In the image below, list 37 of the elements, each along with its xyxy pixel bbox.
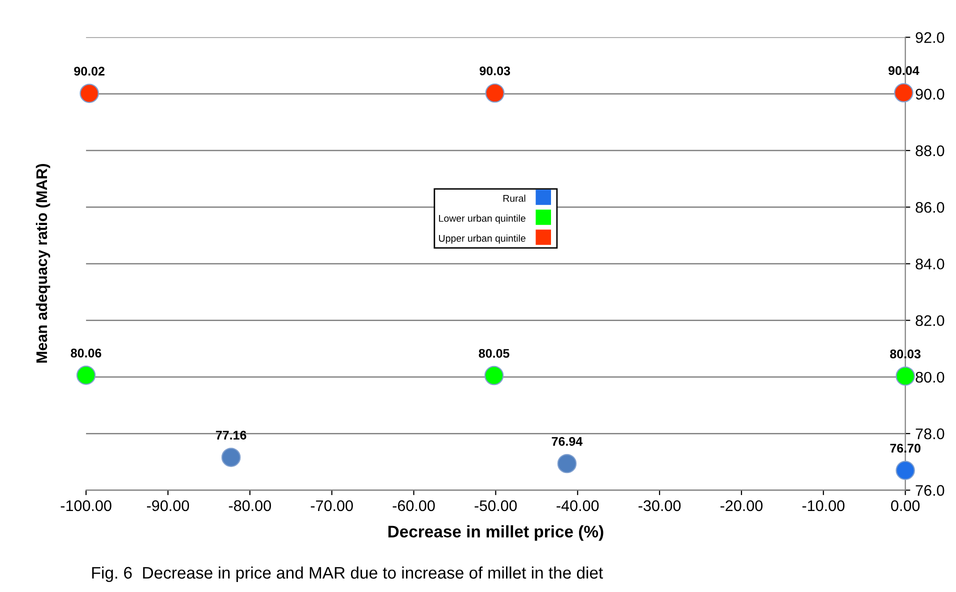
data-label: 90.02: [74, 66, 104, 76]
legend-label: Rural: [503, 194, 526, 202]
caption: Fig. 6 Decrease in price and MAR due to increase of millet in the diet: [92, 566, 603, 582]
x-tick-label: -70.00: [310, 500, 353, 512]
y-tick-label: 78.0: [916, 428, 944, 440]
data-label: 90.04: [888, 66, 920, 76]
y-axis-title: Mean adequacy ratio (MAR): [36, 164, 50, 363]
x-tick-label: -10.00: [802, 500, 844, 512]
x-tick-label: -20.00: [720, 500, 763, 512]
y-tick-label: 92.0: [916, 32, 944, 43]
data-label: 80.06: [70, 348, 102, 358]
y-tick-label: 90.0: [916, 88, 944, 100]
data-label: 77.16: [216, 430, 246, 440]
x-tick-label: -90.00: [146, 500, 190, 512]
x-tick-label: -30.00: [638, 500, 681, 512]
y-tick-label: 88.0: [916, 145, 944, 156]
x-axis-title: Decrease in millet price (%): [388, 525, 604, 541]
legend-label: Upper urban quintile: [439, 234, 526, 244]
x-tick-label: -50.00: [474, 500, 517, 512]
data-label: 76.94: [552, 436, 583, 446]
data-label: 90.03: [480, 66, 510, 76]
point: [894, 83, 914, 102]
point: [896, 366, 915, 386]
x-tick-label: -40.00: [556, 500, 599, 512]
x-tick-label: -100.00: [60, 500, 112, 512]
data-label: 80.05: [478, 348, 510, 358]
y-tick-label: 76.0: [916, 485, 944, 496]
y-tick-label: 86.0: [916, 202, 944, 213]
y-tick-label: 80.0: [916, 372, 944, 383]
x-tick-label: 0.00: [891, 500, 920, 512]
x-tick-label: -60.00: [392, 500, 435, 512]
y-tick-label: 84.0: [916, 258, 944, 270]
legend-label: Lower urban quintile: [439, 214, 526, 224]
data-label: 80.03: [890, 350, 921, 358]
y-tick-label: 82.0: [916, 315, 944, 326]
data-label: 76.70: [890, 444, 920, 453]
x-tick-label: -80.00: [228, 500, 271, 512]
